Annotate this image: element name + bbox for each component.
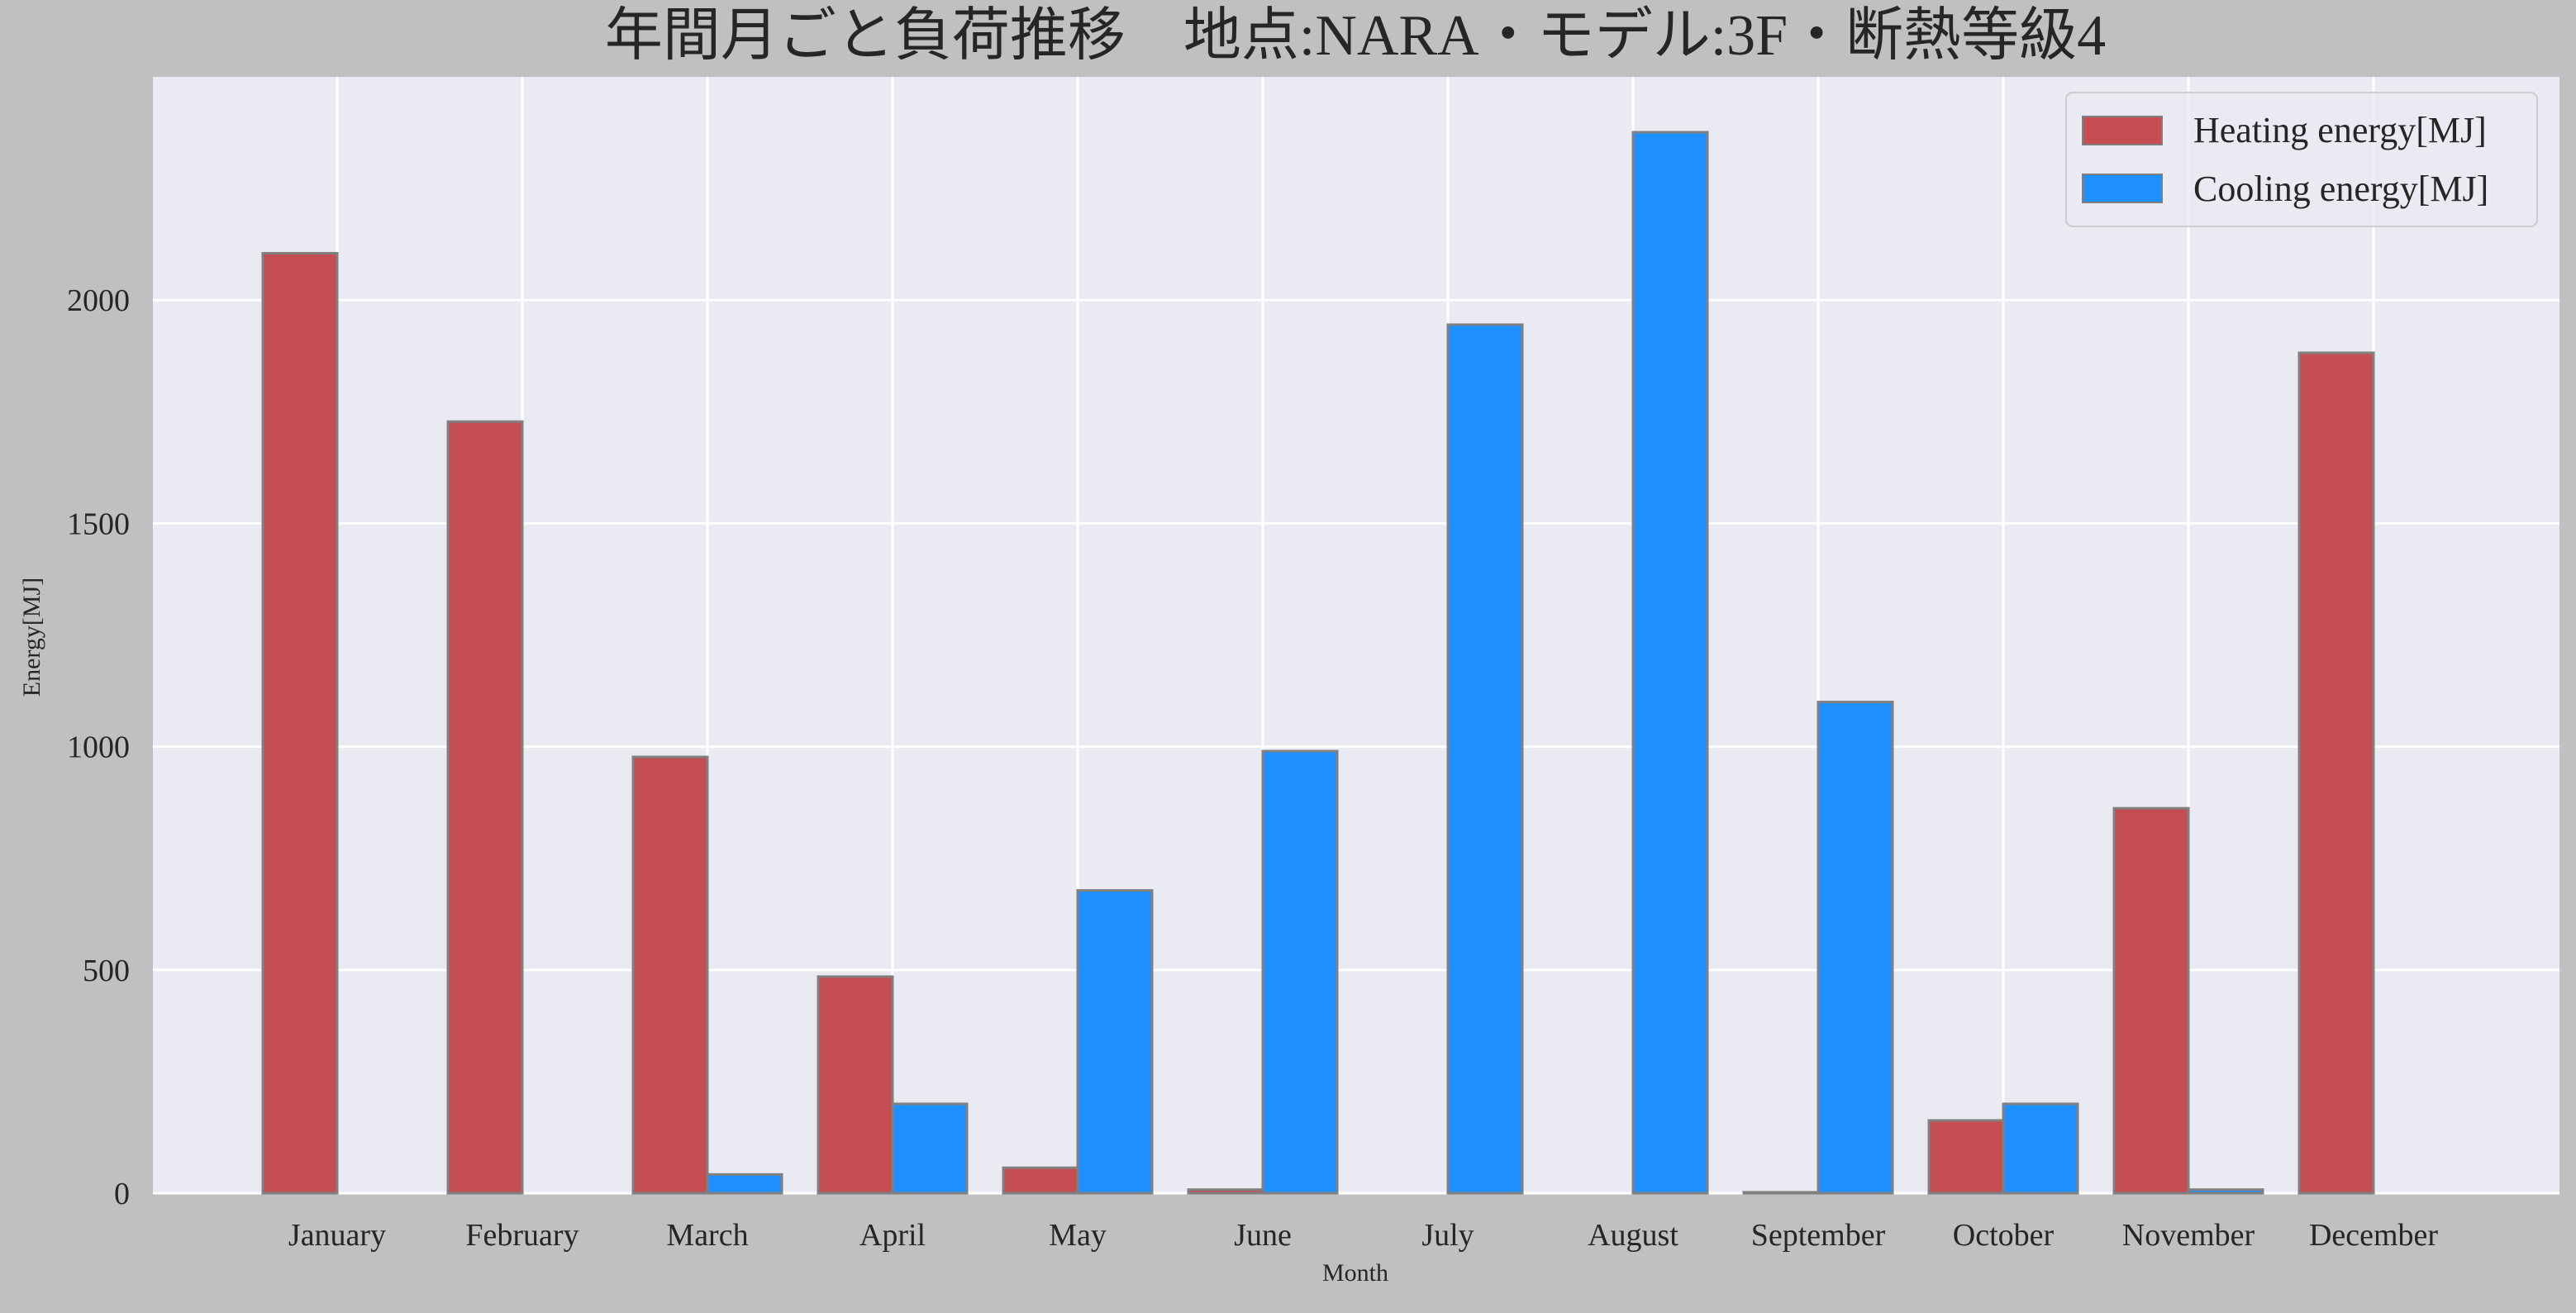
legend-frame xyxy=(2065,92,2538,227)
bar-heating-june xyxy=(1187,1188,1264,1195)
y-tick-labels: 0 500 1000 1500 2000 xyxy=(67,283,130,1211)
legend-label-heating: Heating energy[MJ] xyxy=(2193,110,2487,150)
legend-label-cooling: Cooling energy[MJ] xyxy=(2193,169,2488,209)
y-tick-label: 1000 xyxy=(67,730,130,765)
x-tick-label-june: June xyxy=(1234,1218,1292,1253)
bar-heating-november xyxy=(2112,806,2190,1195)
bar-heating-february xyxy=(446,420,524,1195)
bar-heating-december xyxy=(2297,351,2375,1195)
x-tick-label-august: August xyxy=(1588,1218,1678,1253)
y-tick-label: 0 xyxy=(114,1177,130,1211)
legend: Heating energy[MJ] Cooling energy[MJ] xyxy=(2065,92,2538,227)
bar-cooling-october xyxy=(2002,1102,2079,1195)
x-tick-label-march: March xyxy=(666,1218,748,1253)
bar-cooling-november xyxy=(2187,1188,2264,1195)
x-tick-labels: January February March April May June July Augu… xyxy=(288,1218,2438,1253)
bar-layer xyxy=(261,131,2375,1195)
bar-cooling-july xyxy=(1446,323,1524,1195)
chart-title: 年間月ごと負荷推移 地点:NARA・モデル:3F・断熱等級4 xyxy=(605,4,2106,68)
x-tick-label-may: May xyxy=(1049,1218,1107,1253)
x-axis-label: Month xyxy=(1322,1259,1388,1287)
bar-cooling-may xyxy=(1076,889,1154,1195)
bar-cooling-june xyxy=(1261,749,1339,1195)
bar-heating-january xyxy=(261,251,339,1195)
y-tick-label: 2000 xyxy=(67,283,130,318)
x-tick-label-january: January xyxy=(288,1218,386,1253)
x-tick-label-april: April xyxy=(859,1218,926,1253)
y-tick-label: 1500 xyxy=(67,507,130,541)
y-tick-label: 500 xyxy=(83,954,130,988)
x-tick-label-september: September xyxy=(1751,1218,1886,1253)
bar-heating-march xyxy=(631,755,709,1195)
bar-cooling-september xyxy=(1817,701,1894,1195)
legend-swatch-cooling xyxy=(2082,174,2163,203)
legend-swatch-heating xyxy=(2082,116,2163,145)
x-tick-label-november: November xyxy=(2122,1218,2255,1253)
bar-heating-april xyxy=(817,975,894,1195)
y-axis-label: Energy[MJ] xyxy=(18,578,45,697)
x-tick-label-december: December xyxy=(2309,1218,2438,1253)
bar-heating-may xyxy=(1002,1166,1079,1195)
bar-cooling-april xyxy=(891,1102,969,1195)
x-tick-label-july: July xyxy=(1421,1218,1474,1253)
bar-cooling-march xyxy=(706,1173,783,1195)
bar-heating-october xyxy=(1927,1119,2005,1195)
x-tick-label-october: October xyxy=(1953,1218,2055,1253)
bar-heating-september xyxy=(1742,1191,1820,1195)
bar-cooling-august xyxy=(1631,131,1709,1195)
x-tick-label-february: February xyxy=(465,1218,579,1253)
